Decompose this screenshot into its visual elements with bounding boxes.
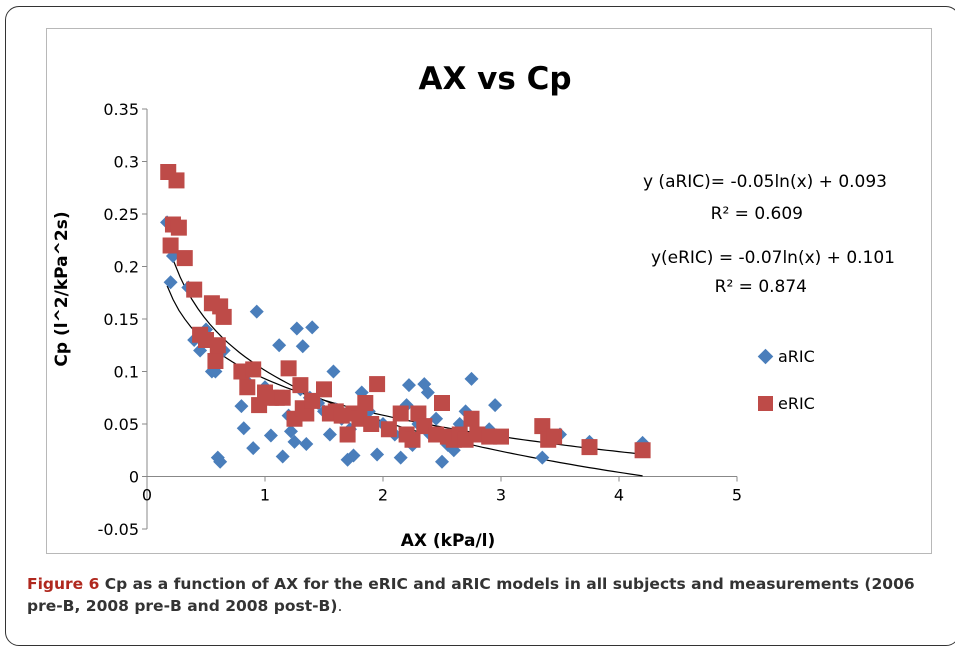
- y-tick-label: -0.05: [98, 520, 139, 539]
- r2-eric: R² = 0.874: [715, 277, 807, 297]
- point-eric: [168, 172, 185, 189]
- y-tick-label: 0.3: [114, 153, 139, 172]
- caption-label: Figure 6: [27, 575, 100, 593]
- y-tick-label: 0.2: [114, 258, 139, 277]
- r2-aric: R² = 0.609: [711, 204, 803, 224]
- scatter-chart: AX vs Cp -0.0500.050.10.150.20.250.30.35…: [52, 61, 895, 551]
- y-tick-label: 0.35: [103, 100, 139, 119]
- x-tick-label: 3: [496, 486, 506, 505]
- chart-title: AX vs Cp: [418, 61, 571, 97]
- point-aric: [299, 436, 314, 451]
- equation-aric: y (aRIC)= -0.05ln(x) + 0.093: [643, 172, 887, 192]
- y-tick-label: 0: [129, 468, 139, 487]
- point-eric: [186, 281, 203, 298]
- point-eric: [245, 361, 262, 378]
- point-aric: [393, 450, 408, 465]
- point-eric: [316, 381, 332, 398]
- point-aric: [234, 399, 249, 414]
- point-eric: [239, 379, 256, 396]
- point-aric: [322, 427, 337, 442]
- point-eric: [546, 428, 563, 445]
- point-eric: [363, 416, 380, 432]
- point-eric: [170, 219, 187, 236]
- point-eric: [369, 376, 386, 393]
- point-aric: [275, 449, 290, 464]
- point-aric: [213, 454, 228, 469]
- point-eric: [410, 405, 427, 422]
- point-aric: [295, 339, 310, 354]
- point-aric: [346, 448, 361, 463]
- point-aric: [163, 275, 178, 290]
- point-eric: [634, 442, 651, 459]
- point-eric: [392, 405, 409, 422]
- caption-text: Cp as a function of AX for the eRIC and …: [27, 575, 915, 615]
- x-axis-label: AX (kPa/l): [401, 531, 496, 551]
- point-aric: [165, 249, 180, 263]
- point-aric: [272, 338, 287, 353]
- data-points: [160, 164, 651, 469]
- point-eric: [292, 377, 309, 394]
- x-axis: 0 1 2 3 4 5: [142, 476, 742, 505]
- point-eric: [209, 337, 226, 354]
- point-eric: [176, 250, 193, 267]
- point-aric: [464, 371, 479, 386]
- legend: aRIC eRIC: [757, 347, 815, 413]
- point-eric: [280, 360, 297, 377]
- point-aric: [488, 398, 503, 413]
- y-tick-label: 0.25: [103, 205, 139, 224]
- x-tick-label: 5: [732, 486, 742, 505]
- point-eric: [339, 426, 356, 443]
- point-aric: [236, 421, 251, 436]
- point-aric: [420, 385, 435, 400]
- point-eric: [274, 389, 291, 406]
- point-aric: [535, 450, 550, 465]
- x-tick-label: 1: [260, 486, 270, 505]
- point-aric: [326, 364, 341, 379]
- point-eric: [493, 428, 509, 445]
- legend-label-aric: aRIC: [778, 347, 815, 366]
- point-eric: [207, 353, 224, 369]
- point-eric: [404, 431, 421, 448]
- point-eric: [215, 308, 232, 325]
- point-aric: [246, 441, 261, 456]
- x-tick-label: 2: [378, 486, 388, 505]
- y-axis-label: Cp (l^2/kPa^2s): [52, 211, 72, 366]
- equation-eric: y(eRIC) = -0.07ln(x) + 0.101: [651, 248, 895, 268]
- point-eric: [380, 421, 397, 438]
- legend-marker-eric: [758, 396, 773, 411]
- y-axis: -0.05 0 0.05 0.1 0.15 0.2 0.25 0.3 0.35: [98, 100, 148, 539]
- point-aric: [249, 304, 264, 319]
- x-tick-label: 4: [614, 486, 624, 505]
- point-aric: [305, 320, 320, 335]
- legend-label-eric: eRIC: [778, 394, 815, 413]
- point-eric: [581, 439, 598, 456]
- y-tick-label: 0.05: [103, 415, 139, 434]
- x-tick-label: 0: [142, 486, 152, 505]
- point-eric: [298, 405, 315, 422]
- point-aric: [263, 428, 278, 443]
- point-aric: [370, 447, 385, 462]
- point-eric: [463, 410, 480, 427]
- figure-caption: Figure 6 Cp as a function of AX for the …: [27, 573, 947, 617]
- point-aric: [401, 378, 416, 393]
- point-eric: [434, 395, 450, 411]
- point-aric: [429, 411, 444, 426]
- point-aric: [435, 454, 449, 469]
- legend-marker-aric: [757, 348, 774, 365]
- point-aric: [283, 424, 298, 439]
- y-tick-label: 0.1: [114, 363, 139, 382]
- chart-area: AX vs Cp -0.05 0 0.05 0.1 0.15 0.2 0.25 0.3 0.35…: [46, 28, 932, 554]
- point-aric: [287, 434, 302, 449]
- point-eric: [162, 237, 179, 254]
- point-aric: [289, 321, 304, 336]
- point-eric: [357, 395, 374, 411]
- y-tick-label: 0.15: [103, 310, 139, 329]
- caption-tail: .: [337, 597, 343, 615]
